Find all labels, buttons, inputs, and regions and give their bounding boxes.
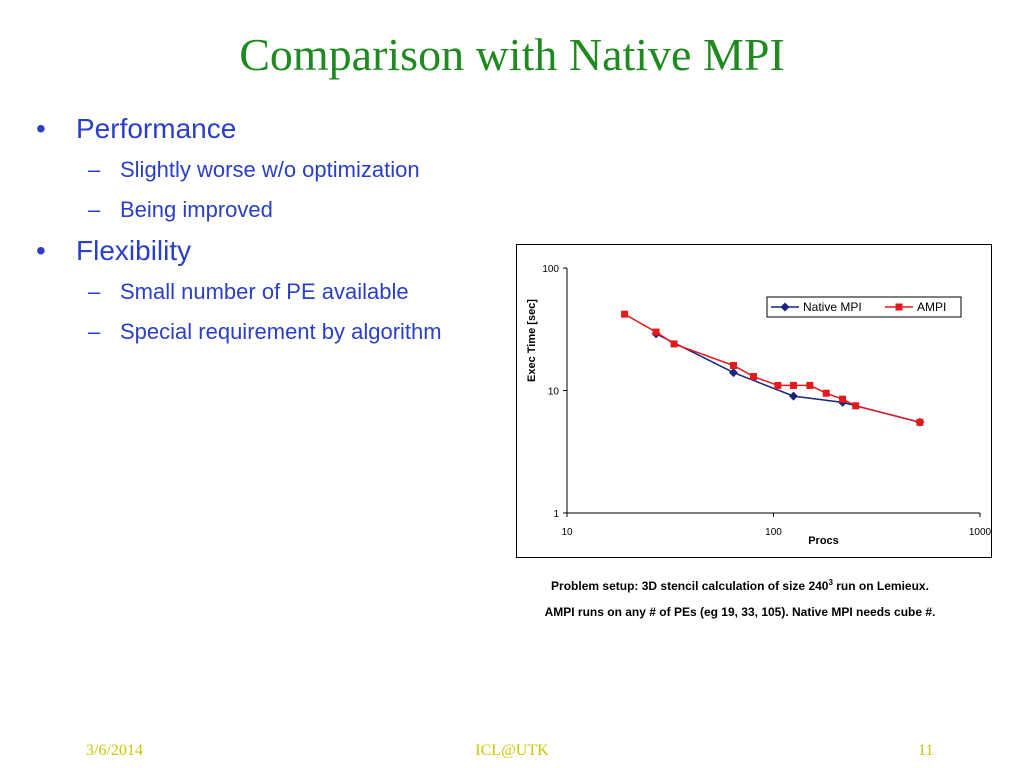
data-point-ampi	[806, 381, 814, 389]
bullet-dot: •	[36, 235, 46, 266]
sub-bullet-special-requirement: – Special requirement by algorithm	[30, 312, 510, 352]
caption-line-2: AMPI runs on any # of PEs (eg 19, 33, 10…	[544, 605, 936, 619]
caption-text: Problem setup: 3D stencil calculation of…	[551, 579, 829, 593]
sub-bullet-text: Special requirement by algorithm	[120, 319, 442, 344]
x-tick-label: 100	[765, 527, 782, 538]
sub-bullet-dash: –	[88, 197, 101, 222]
legend-label: Native MPI	[803, 300, 862, 314]
chart-frame: 1 10 100 10 100 1000 Procs Exec Time [sec] Nativ…	[516, 244, 992, 558]
y-axis-label: Exec Time [sec]	[526, 299, 538, 382]
x-tick-label: 1000	[969, 527, 992, 538]
data-point-ampi	[916, 418, 924, 426]
slide-title: Comparison with Native MPI	[239, 29, 785, 80]
footer-center: ICL@UTK	[475, 742, 549, 759]
data-point-ampi	[839, 395, 847, 403]
bullet-text: Flexibility	[76, 235, 192, 266]
series-line-native-mpi	[655, 333, 921, 424]
bullet-flexibility: • Flexibility	[30, 230, 510, 272]
data-point-ampi	[774, 381, 782, 389]
caption-text-end: run on Lemieux.	[832, 579, 929, 593]
sub-bullet-text: Slightly worse w/o optimization	[120, 157, 420, 182]
caption-line-1: Problem setup: 3D stencil calculation of…	[480, 578, 1000, 593]
data-point-ampi	[670, 340, 678, 348]
data-point-ampi	[749, 373, 757, 381]
x-tick-label: 10	[561, 527, 573, 538]
bullet-list: • Performance – Slightly worse w/o optim…	[30, 108, 510, 352]
sub-bullet-text: Being improved	[120, 197, 273, 222]
data-point-ampi	[729, 361, 737, 369]
series-line-ampi	[624, 313, 921, 424]
data-point-ampi	[790, 381, 798, 389]
y-tick-label: 10	[548, 387, 560, 398]
bullet-performance: • Performance	[30, 108, 510, 150]
y-tick-label: 1	[553, 509, 559, 520]
legend-marker	[895, 303, 903, 311]
data-point-native-mpi	[789, 391, 799, 401]
footer-date: 3/6/2014	[86, 742, 143, 759]
data-point-ampi	[621, 310, 629, 318]
data-point-ampi	[822, 389, 830, 397]
sub-bullet-slightly-worse: – Slightly worse w/o optimization	[30, 150, 510, 190]
bullet-text: Performance	[76, 113, 237, 144]
sub-bullet-dash: –	[88, 279, 101, 304]
caption-superscript: 3	[828, 578, 833, 587]
sub-bullet-dash: –	[88, 319, 101, 344]
data-point-ampi	[652, 328, 660, 336]
data-point-native-mpi	[728, 368, 738, 378]
sub-bullet-being-improved: – Being improved	[30, 190, 510, 230]
footer-page-number: 11	[918, 742, 934, 759]
bullet-dot: •	[36, 113, 46, 144]
legend-marker	[780, 302, 790, 312]
sub-bullet-small-number-pe: – Small number of PE available	[30, 272, 510, 312]
legend-box	[766, 296, 962, 318]
x-axis-label: Procs	[808, 535, 839, 547]
data-point-ampi	[852, 402, 860, 410]
sub-bullet-text: Small number of PE available	[120, 279, 409, 304]
legend-label: AMPI	[917, 300, 946, 314]
sub-bullet-dash: –	[88, 157, 101, 182]
y-tick-label: 100	[542, 264, 559, 275]
